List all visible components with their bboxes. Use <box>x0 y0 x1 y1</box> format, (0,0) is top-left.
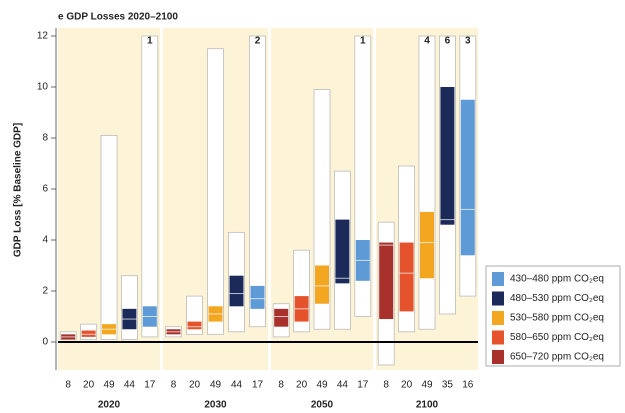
sample-count: 8 <box>278 380 284 391</box>
legend-swatch <box>492 350 504 364</box>
sample-count: 20 <box>189 380 201 391</box>
sample-count: 8 <box>65 380 71 391</box>
iqr-box <box>399 242 414 312</box>
iqr-box <box>440 87 455 225</box>
outlier-count: 2 <box>255 36 261 47</box>
legend-label: 430–480 ppm CO₂eq <box>510 274 604 285</box>
y-tick-label: 10 <box>37 82 49 93</box>
iqr-box <box>335 219 350 284</box>
range-bar <box>249 35 266 328</box>
iqr-box <box>250 285 265 309</box>
sample-count: 8 <box>383 380 389 391</box>
range-bar <box>207 48 224 335</box>
iqr-box <box>187 321 202 330</box>
sample-count: 49 <box>210 380 222 391</box>
sample-count: 44 <box>124 380 136 391</box>
sample-count: 20 <box>296 380 308 391</box>
sample-count: 44 <box>337 380 349 391</box>
sample-count: 20 <box>83 380 95 391</box>
legend-swatch <box>492 311 504 325</box>
sample-count: 20 <box>401 380 413 391</box>
sample-count: 8 <box>171 380 177 391</box>
sample-count: 49 <box>421 380 433 391</box>
y-tick-label: 6 <box>42 184 48 195</box>
y-tick-label: 4 <box>42 235 48 246</box>
range-bar <box>418 35 436 330</box>
legend-swatch <box>492 291 504 306</box>
outlier-count: 1 <box>147 36 153 47</box>
range-bar <box>141 35 159 338</box>
iqr-box <box>274 308 289 327</box>
legend-label: 530–580 ppm CO₂eq <box>510 313 604 324</box>
outlier-count: 6 <box>445 36 451 47</box>
outlier-count: 3 <box>465 36 471 47</box>
sample-count: 16 <box>462 380 474 391</box>
sample-count: 17 <box>357 380 369 391</box>
legend-swatch <box>492 272 504 286</box>
y-tick-label: 0 <box>42 337 48 348</box>
outlier-count: 4 <box>424 36 430 47</box>
sample-count: 17 <box>252 380 264 391</box>
y-tick-label: 12 <box>37 31 49 42</box>
iqr-box <box>81 330 96 337</box>
sample-count: 44 <box>231 380 243 391</box>
legend-box <box>485 265 621 367</box>
panel-label: 2050 <box>311 400 334 411</box>
range-bar <box>121 275 138 340</box>
y-tick-label: 8 <box>42 133 48 144</box>
sample-count: 49 <box>316 380 328 391</box>
legend-swatch <box>492 330 504 345</box>
iqr-box <box>420 211 434 279</box>
range-bar <box>100 135 118 340</box>
panel-label: 2020 <box>98 400 121 411</box>
panel-label: 2030 <box>204 400 227 411</box>
sample-count: 17 <box>144 380 156 391</box>
panel-label: 2100 <box>416 400 439 411</box>
iqr-box <box>315 265 329 304</box>
iqr-box <box>229 275 244 307</box>
legend-label: 480–530 ppm CO₂eq <box>510 293 604 304</box>
iqr-box <box>379 242 394 320</box>
legend-label: 580–650 ppm CO₂eq <box>510 332 604 343</box>
sample-count: 49 <box>103 380 115 391</box>
chart-title: e GDP Losses 2020–2100 <box>58 12 178 23</box>
iqr-box <box>460 99 475 256</box>
sample-count: 35 <box>442 380 454 391</box>
y-tick-label: 2 <box>42 286 48 297</box>
outlier-count: 1 <box>360 36 366 47</box>
y-axis-label: GDP Loss [% Baseline GDP] <box>13 123 24 257</box>
legend-label: 650–720 ppm CO₂eq <box>510 352 604 363</box>
